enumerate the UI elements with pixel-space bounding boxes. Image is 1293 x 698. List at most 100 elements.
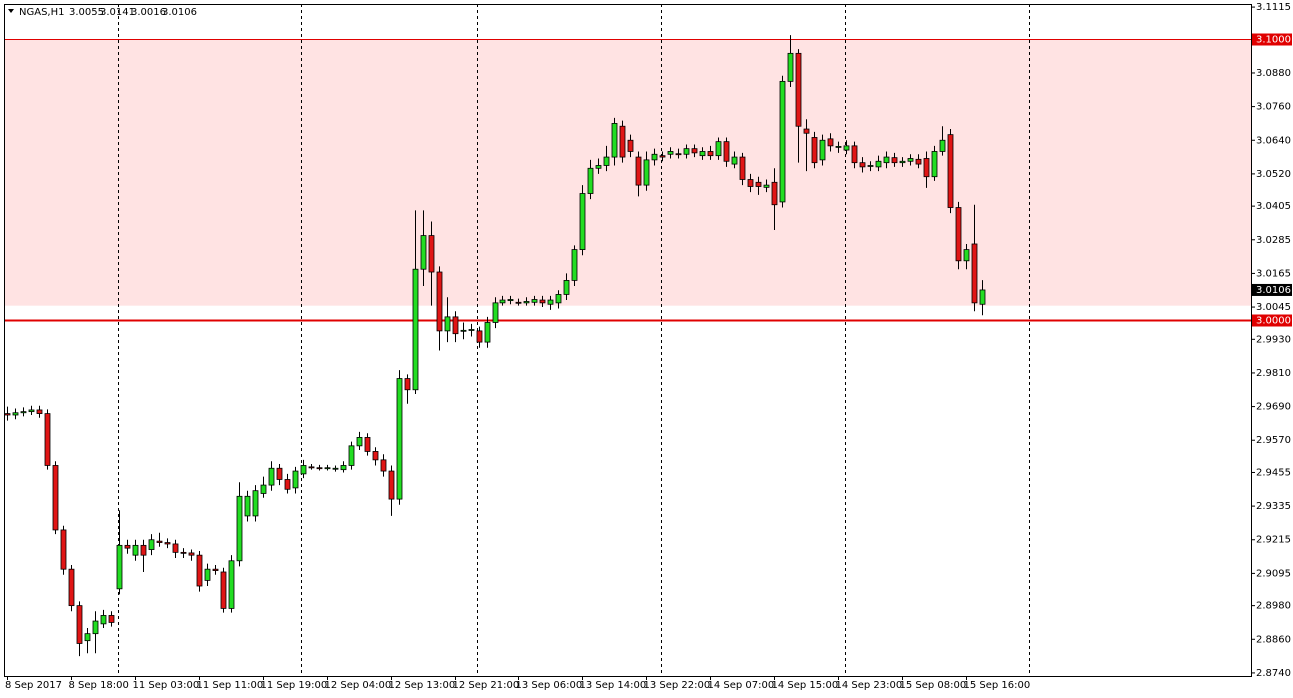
- candle-body: [699, 151, 706, 157]
- candle-body: [260, 484, 267, 494]
- candle-body: [923, 158, 930, 178]
- candle-body: [316, 467, 323, 470]
- candle-body: [156, 540, 163, 543]
- candle-body: [859, 162, 866, 168]
- plot: 3.1115 3.0880 3.0760 3.0640 3.0520 3.0405 3.02…: [4, 2, 1292, 691]
- candle-body: [627, 139, 634, 152]
- candle-body: [404, 378, 411, 391]
- y-tick-label: 2.9095: [1256, 568, 1291, 579]
- candle-body: [356, 437, 363, 447]
- candle-body: [116, 544, 123, 590]
- candle-body: [380, 459, 387, 472]
- x-tick-label: 14 Sep 07:00: [708, 680, 775, 691]
- candle-body: [484, 322, 491, 343]
- candle-body: [340, 465, 347, 471]
- candle-body: [555, 294, 562, 304]
- candle-body: [587, 167, 594, 194]
- candle-body: [731, 156, 738, 165]
- candle-body: [851, 145, 858, 164]
- low-value: 3.0016: [131, 7, 166, 18]
- x-tick-label: 14 Sep 23:00: [836, 680, 903, 691]
- candle-body: [372, 451, 379, 461]
- y-tick-label: 3.0045: [1256, 302, 1291, 313]
- candle-body: [635, 156, 642, 186]
- candle-body: [515, 301, 522, 304]
- y-tick-label: 3.0760: [1256, 102, 1291, 113]
- candle-body: [723, 141, 730, 162]
- candle-body: [44, 413, 51, 466]
- candle-body: [523, 301, 530, 304]
- plot-frame: [4, 4, 1252, 677]
- y-tick-label: 2.9335: [1256, 501, 1291, 512]
- candle-body: [76, 605, 83, 644]
- x-tick-label: 13 Sep 22:00: [644, 680, 711, 691]
- candle-body: [819, 139, 826, 161]
- candle-body: [779, 80, 786, 203]
- candle-body: [691, 148, 698, 154]
- candle-body: [164, 542, 171, 545]
- candle-body: [579, 193, 586, 250]
- candle-body: [611, 123, 618, 158]
- candle-body: [452, 316, 459, 335]
- menu-icon[interactable]: [8, 9, 14, 13]
- candle-body: [755, 181, 762, 187]
- candle-body: [811, 137, 818, 164]
- candle-body: [955, 207, 962, 262]
- x-tick-label: 15 Sep 16:00: [964, 680, 1031, 691]
- y-tick-label: 3.0405: [1256, 201, 1291, 212]
- candle-body: [108, 615, 115, 623]
- candle-body: [308, 466, 315, 469]
- y-tick-label: 2.8740: [1256, 668, 1291, 679]
- candle-body: [348, 445, 355, 466]
- candle-body: [659, 155, 666, 158]
- candle-body: [891, 157, 898, 164]
- y-tick-label: 3.1115: [1256, 2, 1291, 13]
- y-tick-label: 2.9690: [1256, 402, 1291, 413]
- candle-body: [915, 158, 922, 165]
- x-tick-label: 13 Sep 14:00: [580, 680, 647, 691]
- candle-body: [292, 470, 299, 489]
- candle-body: [148, 539, 155, 550]
- candle-body: [803, 128, 810, 134]
- y-tick-label: 3.0165: [1256, 268, 1291, 279]
- candle-body: [92, 620, 99, 635]
- y-tick-label: 2.9215: [1256, 535, 1291, 546]
- candle-body: [412, 268, 419, 391]
- candle-body: [20, 411, 27, 414]
- candle-body: [12, 412, 19, 416]
- y-tick-label: 3.0640: [1256, 135, 1291, 146]
- level-label: 3.0000: [1256, 316, 1291, 327]
- candle-body: [364, 437, 371, 452]
- candle-body: [492, 302, 499, 323]
- candle-body: [212, 568, 219, 571]
- symbol: NGAS,H1: [19, 7, 64, 18]
- level-label: 3.1000: [1256, 35, 1291, 46]
- candle-body: [507, 299, 514, 302]
- candle-body: [675, 153, 682, 156]
- candle-body: [787, 52, 794, 82]
- candle-body: [300, 465, 307, 475]
- candle-body: [436, 271, 443, 332]
- candle-body: [947, 134, 954, 208]
- price-label: 3.0106: [1256, 285, 1291, 296]
- candle-body: [388, 470, 395, 500]
- candle-body: [284, 479, 291, 490]
- candle-body: [963, 249, 970, 262]
- candle-body: [236, 495, 243, 562]
- candle-body: [827, 138, 834, 147]
- candle-body: [228, 560, 235, 609]
- candle-body: [907, 158, 914, 162]
- price-label-bg: [1252, 283, 1292, 296]
- candle-body: [531, 299, 538, 303]
- candle-body: [196, 554, 203, 587]
- x-tick-label: 12 Sep 13:00: [389, 680, 456, 691]
- candle-body: [476, 330, 483, 343]
- candle-body: [68, 568, 75, 607]
- candle-body: [420, 235, 427, 270]
- candle-body: [28, 409, 35, 413]
- candle-body: [140, 544, 147, 556]
- candle-body: [563, 280, 570, 295]
- candle-body: [899, 160, 906, 164]
- candle-body: [979, 289, 986, 305]
